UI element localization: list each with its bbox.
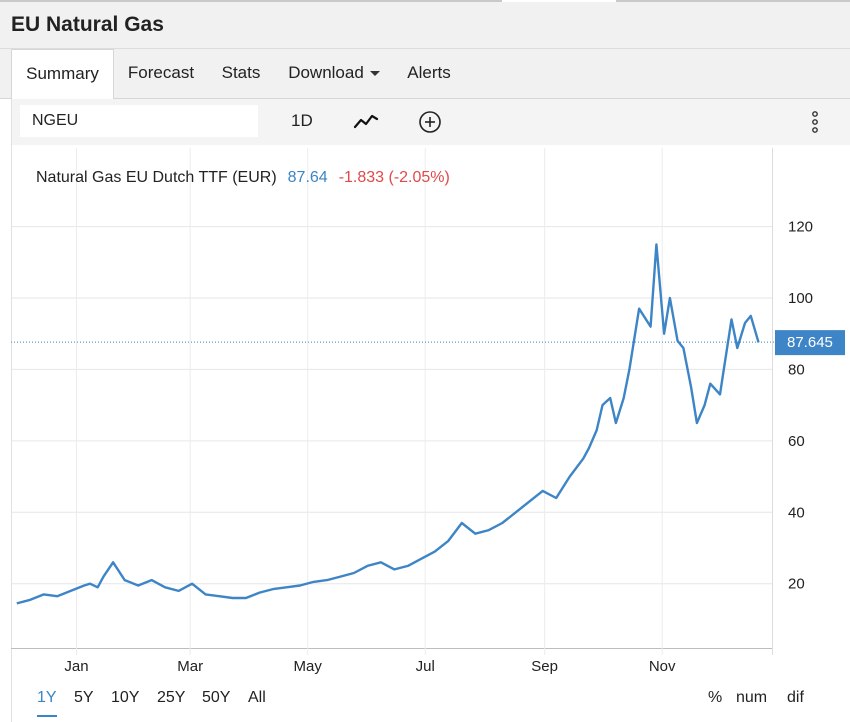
legend-name: Natural Gas EU Dutch TTF (EUR) <box>36 169 277 186</box>
chart-area <box>11 145 850 722</box>
chart-type-button[interactable] <box>353 111 379 136</box>
x-axis-ticks: Jan Mar May Jul Sep Nov <box>64 658 676 675</box>
tab-stats[interactable]: Stats <box>214 49 268 98</box>
series-line <box>16 243 760 605</box>
tab-download-label: Download <box>288 63 364 82</box>
y-tick-label: 20 <box>788 576 805 593</box>
legend-last-value: 87.64 <box>287 169 328 186</box>
scale-dif[interactable]: dif <box>787 689 804 706</box>
y-tick-label: 100 <box>788 290 813 307</box>
symbol-input[interactable] <box>20 105 258 137</box>
tab-download[interactable]: Download <box>282 49 386 98</box>
range-25y[interactable]: 25Y <box>157 689 186 706</box>
interval-button[interactable]: 1D <box>291 111 313 130</box>
scale-num[interactable]: num <box>736 689 768 706</box>
tab-forecast-label: Forecast <box>127 63 195 82</box>
y-tick-label: 40 <box>788 504 805 521</box>
y-tick-label: 80 <box>788 361 805 378</box>
x-tick-label: Nov <box>649 658 676 675</box>
last-value-badge-label: 87.645 <box>787 334 833 351</box>
legend-change: -1.833 (-2.05%) <box>338 169 450 186</box>
tab-alerts[interactable]: Alerts <box>401 49 457 98</box>
page-header: EU Natural Gas <box>0 2 850 49</box>
y-tick-label: 60 <box>788 433 805 450</box>
chart-menu-button[interactable] <box>809 110 821 139</box>
caret-down-icon <box>369 71 380 77</box>
chart-grid <box>11 148 773 655</box>
x-tick-label: Mar <box>177 658 203 675</box>
tab-bar: Summary Forecast Stats Download Alerts <box>0 49 850 99</box>
x-tick-label: May <box>294 658 323 675</box>
range-selector: 1Y 5Y 10Y 25Y 50Y All % num dif <box>0 683 850 722</box>
range-10y[interactable]: 10Y <box>111 689 140 706</box>
chart-legend: Natural Gas EU Dutch TTF (EUR) 87.64 -1.83… <box>36 169 450 187</box>
tab-forecast[interactable]: Forecast <box>122 49 200 98</box>
vertical-dots-icon <box>812 111 818 133</box>
top-border <box>0 0 850 2</box>
line-chart-icon <box>353 114 379 129</box>
tab-stats-label: Stats <box>221 63 261 82</box>
scale-percent[interactable]: % <box>708 689 723 706</box>
x-tick-label: Jul <box>416 658 435 675</box>
add-indicator-button[interactable] <box>418 110 442 139</box>
tab-alerts-label: Alerts <box>407 63 451 82</box>
plus-circle-icon <box>419 111 441 133</box>
x-tick-label: Jan <box>64 658 88 675</box>
chart-toolbar: 1D <box>11 99 850 145</box>
x-tick-label: Sep <box>531 658 558 675</box>
y-axis-ticks: 20 40 60 80 100 120 <box>788 219 813 593</box>
y-tick-label: 120 <box>788 219 813 236</box>
last-value-badge-bg <box>775 330 845 356</box>
page-title: EU Natural Gas <box>11 13 164 36</box>
tab-summary-label: Summary <box>26 64 99 83</box>
range-1y[interactable]: 1Y <box>37 687 57 717</box>
range-50y[interactable]: 50Y <box>202 689 231 706</box>
range-all[interactable]: All <box>248 689 266 706</box>
last-value-badge: 87.645 <box>775 330 845 356</box>
range-5y[interactable]: 5Y <box>74 689 94 706</box>
tab-summary[interactable]: Summary <box>11 49 114 99</box>
